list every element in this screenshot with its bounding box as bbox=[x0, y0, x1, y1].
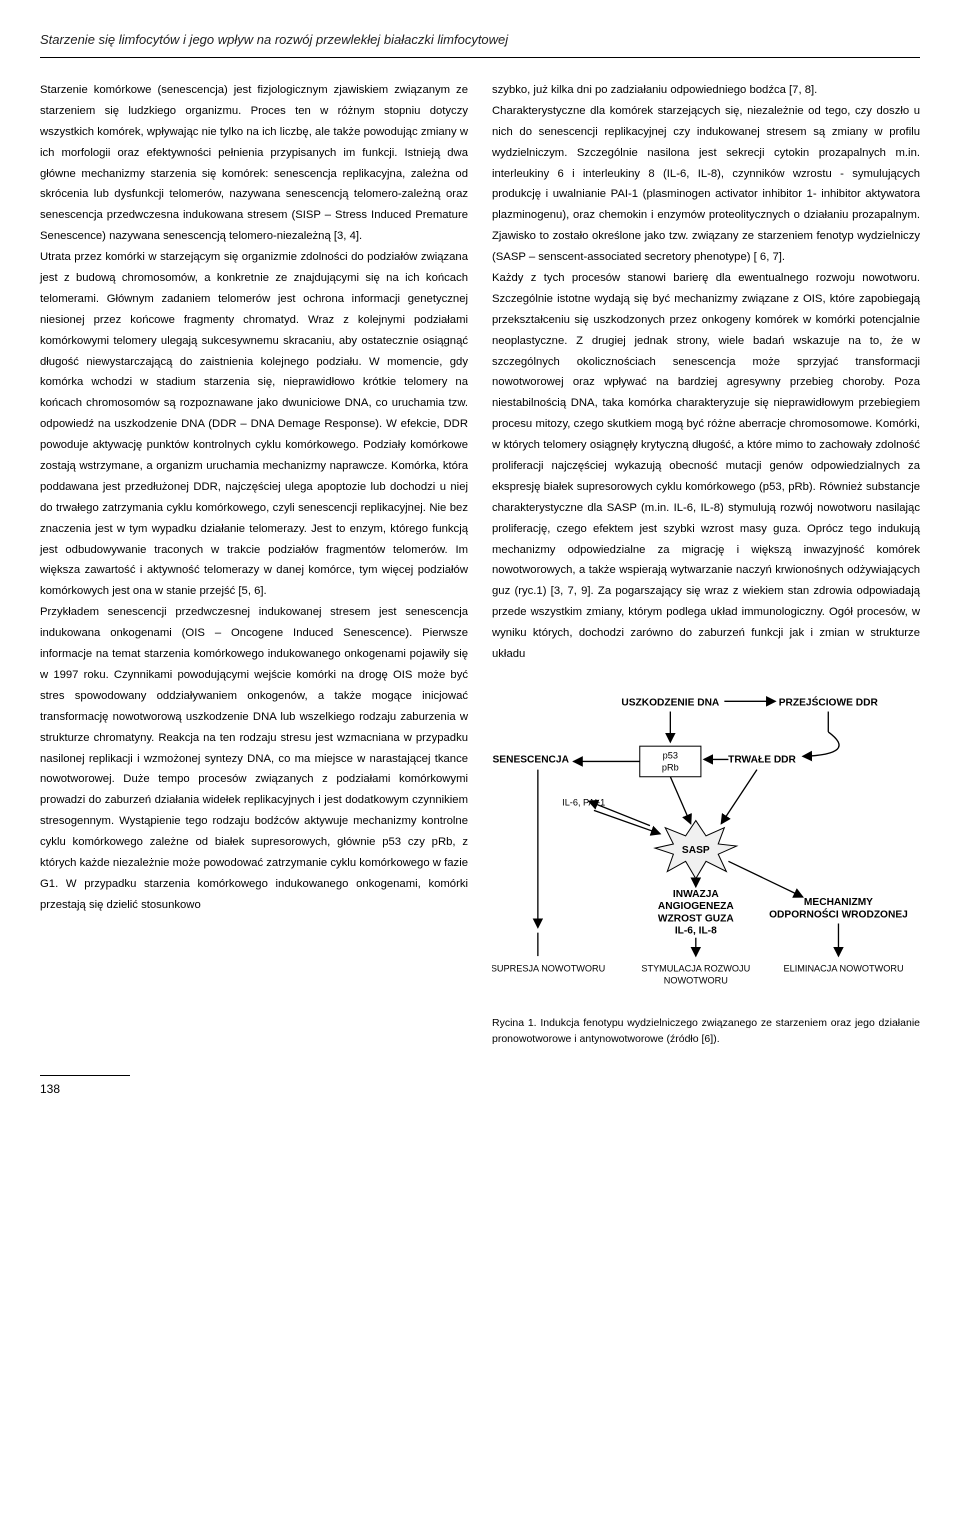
right-para-2: Charakterystyczne dla komórek starzejący… bbox=[492, 101, 920, 268]
arrow-sasp-to-il bbox=[589, 801, 650, 825]
figure-1-caption: Rycina 1. Indukcja fenotypu wydzielnicze… bbox=[492, 1015, 920, 1048]
label-senescencja: SENESCENCJA bbox=[493, 754, 570, 765]
arrow-il-to-sasp bbox=[594, 810, 660, 833]
label-inwazja: INWAZJA bbox=[673, 889, 719, 900]
left-para-1: Starzenie komórkowe (senescencja) jest f… bbox=[40, 80, 468, 247]
label-il6-il8: IL-6, IL-8 bbox=[675, 926, 717, 937]
arrow-sasp-right bbox=[728, 861, 802, 897]
label-wzrost-guza: WZROST GUZA bbox=[658, 913, 734, 924]
arrow-trwale-down bbox=[721, 770, 757, 824]
label-uszkodzenie-dna: USZKODZENIE DNA bbox=[621, 697, 720, 708]
right-para-3: Każdy z tych procesów stanowi barierę dl… bbox=[492, 268, 920, 665]
label-sasp: SASP bbox=[682, 845, 710, 856]
label-stymulacja1: STYMULACJA ROZWOJU bbox=[641, 963, 750, 973]
right-column: szybko, już kilka dni po zadziałaniu odp… bbox=[492, 80, 920, 1047]
label-angiogeneza: ANGIOGENEZA bbox=[658, 901, 734, 912]
figure-1: USZKODZENIE DNA PRZEJŚCIOWE DDR SENESCEN… bbox=[492, 683, 920, 1047]
label-p53: p53 bbox=[663, 750, 678, 760]
arrow-ddr-curve bbox=[803, 732, 839, 756]
two-column-layout: Starzenie komórkowe (senescencja) jest f… bbox=[40, 80, 920, 1047]
page-header: Starzenie się limfocytów i jego wpływ na… bbox=[40, 32, 920, 58]
sasp-star: SASP bbox=[655, 821, 737, 879]
label-eliminacja: ELIMINACJA NOWOTWORU bbox=[784, 963, 904, 973]
figure-1-diagram: USZKODZENIE DNA PRZEJŚCIOWE DDR SENESCEN… bbox=[492, 683, 920, 999]
label-supresja: SUPRESJA NOWOTWORU bbox=[492, 963, 605, 973]
label-trwale-ddr: TRWAŁE DDR bbox=[728, 754, 796, 765]
left-para-3: Przykładem senescencji przedwczesnej ind… bbox=[40, 602, 468, 915]
left-para-2: Utrata przez komórki w starzejącym się o… bbox=[40, 247, 468, 602]
page-number: 138 bbox=[40, 1082, 920, 1096]
right-para-1: szybko, już kilka dni po zadziałaniu odp… bbox=[492, 80, 920, 101]
label-mechanizmy2: ODPORNOŚCI WRODZONEJ bbox=[769, 907, 908, 920]
footer-separator bbox=[40, 1075, 130, 1076]
label-przejsciowe-ddr: PRZEJŚCIOWE DDR bbox=[779, 695, 879, 708]
label-mechanizmy1: MECHANIZMY bbox=[804, 897, 873, 908]
label-stymulacja2: NOWOTWORU bbox=[664, 976, 728, 986]
label-prb: pRb bbox=[662, 763, 679, 773]
arrow-p53-down bbox=[670, 777, 690, 824]
left-column: Starzenie komórkowe (senescencja) jest f… bbox=[40, 80, 468, 1047]
